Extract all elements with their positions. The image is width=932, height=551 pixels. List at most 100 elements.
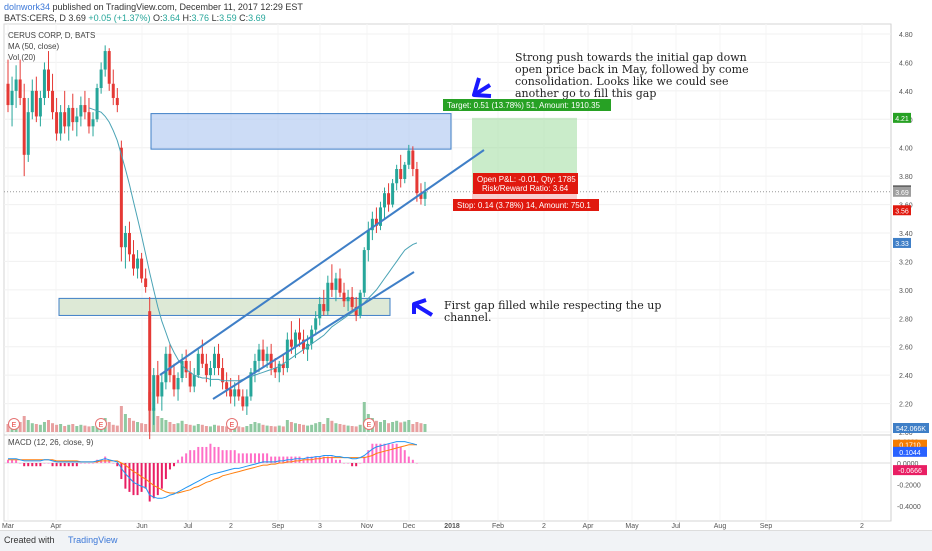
candle-body [415,169,419,194]
target-label[interactable]: Target: 0.51 (13.78%) 51, Amount: 1910.3… [447,101,601,110]
published-text: published on TradingView.com, December 1… [52,2,303,12]
macd-histogram-bar [343,463,346,464]
price-badge [893,205,911,216]
macd-histogram-bar [132,463,135,496]
volume-bar [322,424,326,432]
volume-bar [6,424,10,432]
time-tick-label: Jun [136,523,147,530]
pl-label-bg [473,173,578,194]
macd-histogram-bar [379,443,382,463]
macd-histogram-bar [326,456,329,463]
macd-histogram-bar [318,456,321,463]
candle-body [285,339,289,369]
macd-histogram-bar [23,463,26,467]
macd-histogram-bar [363,456,366,463]
volume-bar [30,423,34,432]
candle-body [188,372,192,387]
earnings-marker[interactable] [363,418,375,430]
stop-label[interactable]: Stop: 0.14 (3.78%) 14, Amount: 750.1 [457,201,591,210]
volume-bar [399,422,403,432]
macd-histogram-bar [189,450,192,463]
earnings-marker[interactable] [8,418,20,430]
macd-histogram-bar [201,446,204,463]
macd-histogram-bar [391,443,394,463]
volume-bar [221,426,225,432]
time-tick-label: Aug [714,523,727,530]
macd-histogram-bar [407,456,410,463]
volume-bar [75,426,79,432]
volume-bar [184,424,188,432]
macd-histogram-bar [245,453,248,463]
volume-bar [156,416,160,432]
publisher-name[interactable]: dolnwork34 [4,2,51,12]
macd-histogram-bar [258,453,261,463]
channel-lower-line[interactable] [212,271,415,400]
volume-bar [67,424,71,432]
macd-histogram-bar [213,446,216,463]
tradingview-brand[interactable]: TradingView [68,535,118,545]
channel-upper-line[interactable] [159,149,485,376]
candle-body [241,396,245,407]
macd-histogram-bar [266,453,269,463]
volume-bar [310,424,314,432]
open-label: O: [152,13,163,23]
earnings-marker[interactable] [226,418,238,430]
volume-bar [87,426,91,432]
volume-bar [217,425,221,432]
arrow-down-icon [412,298,434,317]
note-gap-line3: consolidation. Looks like we could see [515,75,729,88]
candle-body [172,375,176,390]
candle-body [127,233,131,255]
candle-body [42,69,46,98]
volume-bar [91,426,95,432]
price-tick-label: 2.40 [899,373,913,380]
publish-info: dolnwork34 published on TradingView.com,… [4,2,303,12]
earnings-marker[interactable] [95,418,107,430]
macd-histogram-bar [124,463,127,489]
candle-body [261,349,265,361]
candle-body [95,88,99,120]
volume-bar [55,424,59,432]
macd-histogram-bar [120,463,123,480]
volume-bar [176,423,180,432]
volume-badge [893,423,929,433]
macd-pane [4,441,891,502]
gap-resistance-zone[interactable] [150,113,452,150]
open-pl-label[interactable]: Open P&L: -0.01, Qty: 1785 [477,175,576,184]
ticker: BATS:CERS, D [4,13,66,23]
price-tick-label: 2.20 [899,402,913,409]
rr-label[interactable]: Risk/Reward Ratio: 3.64 [482,184,569,193]
volume-bar [127,418,131,432]
volume-bar [225,426,229,432]
time-axis: Mar Apr Jun Jul 2 Sep 3 Nov Dec 2018 Feb 2 Apr May Jul… [2,523,864,530]
candle-body [338,278,342,293]
price-tick-label: 4.00 [899,146,913,153]
candle-body [176,377,180,390]
candle-body [277,363,281,373]
volume-bar [144,424,148,432]
price-axis: 4.804.604.404.204.003.803.603.403.203.00… [897,32,921,511]
candle-body [225,382,229,390]
macd-histogram-bar [322,456,325,463]
candle-body [265,353,269,361]
price-badge [893,112,911,123]
volume-bar [188,424,192,432]
macd-histogram-bar [359,463,362,464]
macd-histogram-bar [35,463,38,467]
target-label-bg [443,99,611,111]
macd-histogram-bar [181,456,184,463]
close-value: 3.69 [248,13,266,23]
macd-tick-label: 0.0000 [897,461,919,468]
volume-bar [330,420,334,432]
volume-bar [374,420,378,432]
volume-bar [241,427,245,432]
candle-body [164,353,168,383]
gap-filled-zone[interactable] [58,297,391,316]
price-tick-label: 4.40 [899,89,913,96]
created-with-label: Created with [4,535,55,545]
price-chart[interactable]: 4.804.604.404.204.003.803.603.403.203.00… [0,0,932,530]
volume-bar [411,424,415,432]
candle-body [237,389,241,397]
earnings-marker-label: E [12,422,17,429]
time-tick-label: Jul [184,523,193,530]
